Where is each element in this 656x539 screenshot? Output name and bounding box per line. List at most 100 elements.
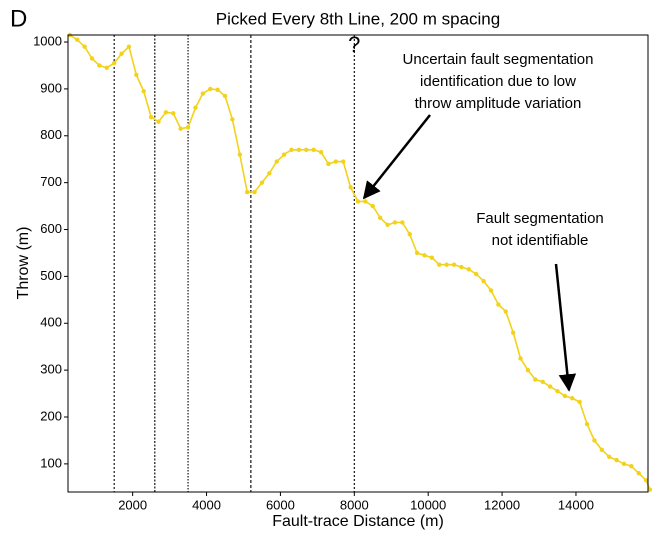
data-point	[474, 271, 479, 277]
chart-title: Picked Every 8th Line, 200 m spacing	[216, 9, 500, 28]
data-point	[636, 471, 641, 476]
y-tick-label: 800	[40, 127, 62, 142]
arrow	[554, 263, 577, 392]
data-point	[547, 384, 553, 389]
data-point	[104, 65, 109, 71]
data-point	[289, 147, 294, 153]
data-point	[592, 438, 597, 443]
data-point	[333, 159, 339, 164]
data-point	[296, 147, 302, 153]
x-axis-label: Fault-trace Distance (m)	[272, 513, 444, 530]
y-axis-label: Throw (m)	[15, 227, 32, 300]
data-point	[577, 399, 582, 405]
data-point	[503, 309, 508, 314]
data-point	[629, 464, 634, 469]
y-tick-label: 100	[40, 455, 62, 470]
annotation: identification due to low	[420, 73, 576, 90]
x-tick-label: 8000	[340, 497, 369, 512]
data-point	[341, 159, 346, 164]
data-point	[156, 119, 161, 124]
data-point	[126, 44, 132, 49]
data-point	[200, 91, 206, 96]
data-point	[647, 487, 653, 492]
data-point	[267, 171, 272, 176]
data-point	[111, 60, 117, 66]
annotation: not identifiable	[492, 232, 589, 249]
annotation: throw amplitude variation	[415, 95, 582, 112]
data-point	[304, 147, 309, 153]
data-point	[222, 93, 228, 99]
data-point	[496, 302, 501, 307]
y-tick-label: 700	[40, 174, 62, 189]
y-tick-label: 1000	[33, 33, 62, 48]
data-point	[193, 105, 198, 110]
data-point	[311, 147, 316, 153]
data-point	[466, 267, 472, 272]
data-point	[614, 457, 619, 463]
data-point	[355, 199, 361, 204]
data-point	[525, 367, 531, 373]
x-tick-label: 2000	[118, 497, 147, 512]
data-point	[89, 56, 95, 61]
y-tick-label: 400	[40, 315, 62, 330]
data-point	[274, 159, 279, 164]
data-point	[318, 149, 324, 155]
data-point	[97, 63, 102, 68]
data-point	[237, 152, 242, 157]
data-point	[451, 262, 457, 267]
x-tick-label: 10000	[410, 497, 446, 512]
annotation: ?	[348, 32, 360, 57]
data-point	[459, 264, 464, 270]
data-point	[75, 37, 80, 42]
data-point	[171, 111, 176, 116]
data-point	[510, 330, 516, 335]
data-point	[444, 262, 449, 267]
data-point	[259, 180, 265, 185]
data-point	[134, 72, 139, 78]
data-point	[119, 51, 124, 56]
x-tick-label: 6000	[266, 497, 295, 512]
data-point	[562, 393, 568, 399]
data-point	[370, 203, 375, 209]
data-point	[481, 278, 486, 284]
data-point	[148, 114, 154, 120]
y-tick-label: 300	[40, 362, 62, 377]
data-point	[208, 86, 213, 92]
annotation: Uncertain fault segmentation	[403, 51, 594, 68]
data-point	[437, 262, 442, 267]
data-point	[385, 222, 390, 228]
panel-label: D	[10, 5, 27, 32]
annotation: Fault segmentation	[476, 210, 604, 227]
data-point	[400, 220, 405, 225]
data-point	[422, 253, 427, 258]
data-point	[185, 125, 191, 130]
data-point	[230, 117, 235, 122]
data-point	[414, 250, 420, 256]
data-point	[392, 220, 398, 225]
data-point	[533, 377, 538, 382]
data-point	[540, 379, 545, 385]
data-point	[178, 126, 183, 131]
y-tick-label: 200	[40, 408, 62, 423]
data-point	[570, 396, 575, 401]
data-point	[555, 389, 560, 394]
data-point	[326, 161, 331, 167]
data-point	[407, 232, 412, 237]
data-point	[377, 215, 383, 220]
x-tick-label: 12000	[484, 497, 520, 512]
data-point	[82, 44, 87, 49]
y-tick-label: 600	[40, 221, 62, 236]
data-point	[488, 288, 494, 293]
data-point	[252, 189, 257, 195]
arrow	[362, 114, 431, 200]
data-point	[141, 89, 146, 94]
data-point	[429, 255, 435, 260]
data-point	[348, 185, 353, 190]
data-point	[363, 199, 368, 204]
data-point	[643, 478, 649, 483]
x-tick-label: 14000	[558, 497, 594, 512]
data-point	[281, 152, 287, 157]
x-tick-label: 4000	[192, 497, 221, 512]
data-point	[621, 461, 627, 467]
